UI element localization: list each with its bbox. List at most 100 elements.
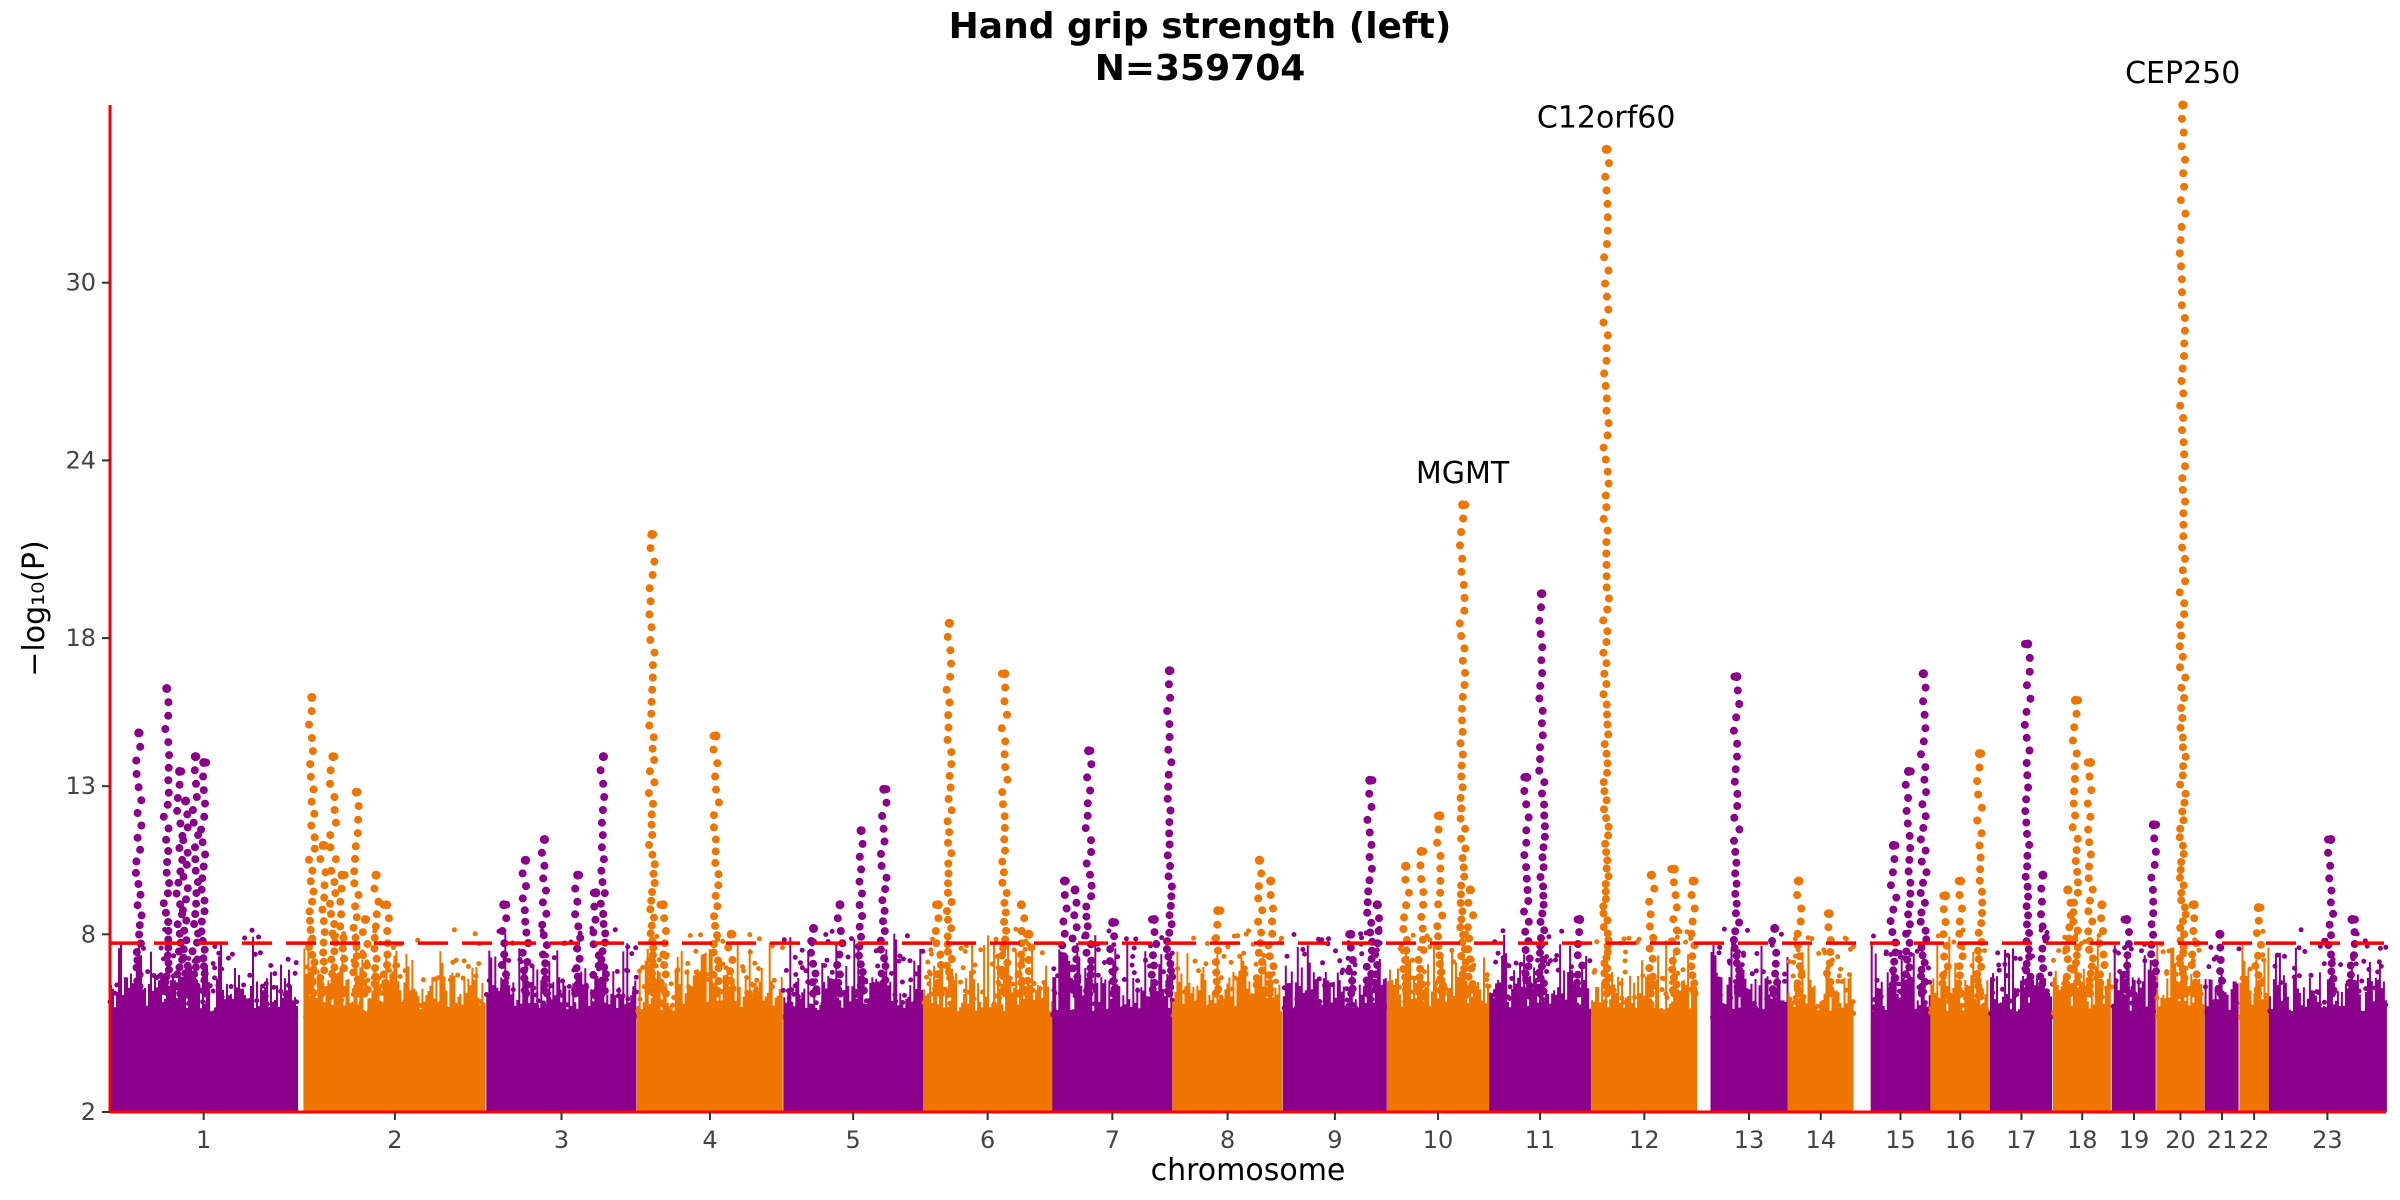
- peak-chr17-2: [2036, 870, 2050, 998]
- chromosome-20-scatter: [2154, 937, 2206, 1020]
- x-tick-label-chr7: 7: [1105, 1126, 1120, 1154]
- peak-top-point: [1601, 144, 1611, 154]
- peak-chr13-2: [1768, 923, 1782, 998]
- peak-chr15-3: [1916, 669, 1931, 998]
- data-points: [107, 925, 2389, 1112]
- peak-chr7-5: [1147, 915, 1161, 998]
- peak-chr1-1: [131, 728, 146, 998]
- peak-chr2-4: [335, 870, 349, 998]
- x-tick-label-chr22: 22: [2239, 1126, 2270, 1154]
- peak-chr9-1: [1344, 929, 1357, 998]
- peak-top-point: [1266, 876, 1276, 886]
- x-tick-label-chr20: 20: [2165, 1126, 2196, 1154]
- peak-top-point: [856, 826, 866, 836]
- peak-top-point: [2148, 820, 2158, 830]
- chromosome-11-band: [1489, 934, 1592, 1112]
- peak-chr4-2: [656, 900, 670, 998]
- peak-chr16-1: [1938, 891, 1952, 998]
- peak-top-point: [540, 835, 549, 844]
- peak-chr10-1: [1399, 861, 1413, 998]
- chart-title-block: Hand grip strength (left) N=359704: [0, 6, 2400, 90]
- chromosome-9-band: [1282, 945, 1387, 1112]
- peak-top-point: [2215, 929, 2225, 939]
- peak-top-point: [879, 784, 889, 794]
- peak-top-point: [2122, 915, 2132, 924]
- chromosome-23-band: [2268, 947, 2387, 1112]
- chromosome-16-points: [1928, 927, 1992, 1112]
- chromosome-10-scatter: [1387, 930, 1492, 1020]
- x-axis-ticks: 1 2 3 4 5 6 7 8 9 10 11 12 13 14 15 16 17 18 19 20 21 22 23: [196, 1112, 2343, 1154]
- chromosome-17-band: [1990, 948, 2052, 1112]
- chromosome-21-scatter: [2203, 944, 2242, 1020]
- peak-chr20-1: [2175, 100, 2190, 998]
- peak-top-point: [1254, 855, 1264, 865]
- peak-top-point: [726, 929, 736, 939]
- peak-top-point: [1059, 876, 1069, 886]
- y-tick-label: 13: [65, 772, 96, 800]
- peak-chr2-5: [349, 787, 363, 998]
- annotation-mgmt: MGMT: [1416, 456, 1510, 491]
- peak-chr21-1: [2214, 929, 2226, 998]
- peak-chr13-1: [1729, 672, 1744, 998]
- x-tick-label-chr18: 18: [2067, 1126, 2098, 1154]
- chromosome-12-band: [1591, 940, 1698, 1112]
- peak-top-point: [1669, 864, 1679, 874]
- peak-top-point: [2023, 639, 2033, 649]
- peak-chr18-4: [2095, 900, 2109, 998]
- x-tick-label-chr8: 8: [1220, 1126, 1235, 1154]
- peak-chr8-1: [1211, 906, 1225, 998]
- x-tick-label-chr4: 4: [702, 1126, 717, 1154]
- peak-chr23-1: [2324, 835, 2338, 998]
- peak-chr11-2: [1535, 589, 1549, 998]
- peak-top-point: [835, 900, 845, 910]
- annotation-cep250: CEP250: [2125, 56, 2240, 91]
- peak-top-point: [2326, 835, 2336, 844]
- chromosome-21-points: [2203, 944, 2242, 1112]
- peak-top-point: [2063, 885, 2073, 895]
- peak-chr6-5: [1022, 929, 1036, 998]
- peak-top-point: [175, 766, 184, 776]
- peak-top-point: [1000, 669, 1010, 679]
- chromosome-6-scatter: [921, 926, 1048, 1020]
- chromosome-9-scatter: [1281, 925, 1390, 1020]
- peak-chr3-4: [571, 870, 585, 998]
- x-tick-label-chr5: 5: [846, 1126, 861, 1154]
- peak-chr14-2: [1823, 909, 1836, 998]
- y-tick-label: 30: [65, 269, 96, 297]
- peak-top-point: [1016, 900, 1026, 910]
- peak-chr8-3: [1264, 876, 1278, 998]
- chromosome-2-points: [303, 927, 486, 1112]
- chromosome-4-points: [635, 932, 786, 1112]
- peak-top-point: [1024, 929, 1034, 939]
- peak-chr14-1: [1793, 876, 1806, 998]
- peak-top-point: [1401, 861, 1411, 871]
- peak-top-point: [318, 840, 328, 850]
- peak-chr1-6: [197, 758, 211, 998]
- x-tick-label-chr10: 10: [1423, 1126, 1454, 1154]
- peak-chr3-1: [498, 900, 511, 998]
- peak-chr2-7: [370, 870, 383, 998]
- peak-top-point: [1770, 923, 1780, 933]
- peak-top-point: [647, 530, 657, 539]
- peak-top-point: [1688, 876, 1698, 886]
- peak-chr10-2: [1414, 846, 1428, 998]
- chromosome-19-band: [2111, 945, 2156, 1112]
- peak-top-point: [1070, 885, 1080, 895]
- peak-top-point: [181, 796, 191, 806]
- peak-top-point: [337, 870, 347, 880]
- gene-annotations: C12orf60 CEP250 MGMT: [1416, 56, 2240, 491]
- chromosome-11-scatter: [1490, 928, 1593, 1020]
- chromosome-18-points: [2050, 932, 2114, 1112]
- peak-top-point: [1346, 929, 1356, 939]
- y-tick-label: 8: [81, 920, 96, 948]
- chromosome-15-scatter: [1871, 929, 1933, 1020]
- chromosome-13-band: [1710, 944, 1789, 1112]
- peak-top-point: [2189, 900, 2199, 910]
- peak-top-point: [1522, 772, 1532, 782]
- chromosome-23-points: [2267, 927, 2389, 1112]
- chromosome-9-points: [1281, 925, 1390, 1112]
- peak-top-point: [809, 923, 818, 933]
- chromosome-5-points: [780, 928, 926, 1112]
- chromosome-19-points: [2110, 941, 2157, 1112]
- peak-chr4-1: [644, 530, 659, 998]
